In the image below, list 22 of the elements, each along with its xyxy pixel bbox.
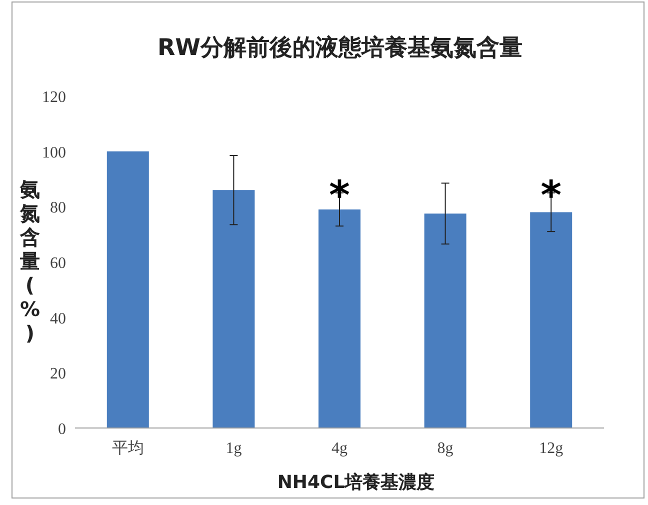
annotation: * — [329, 172, 350, 219]
bar — [318, 209, 360, 428]
x-axis-title: NH4CL培養基濃度 — [277, 472, 435, 493]
y-tick-label: 100 — [42, 144, 66, 162]
y-tick-label: 0 — [58, 421, 66, 438]
annotation: * — [540, 172, 562, 219]
bar — [424, 214, 466, 428]
y-axis-title: 氨氮含量(%) — [19, 177, 40, 345]
chart-title: RW分解前後的液態培養基氨氮含量 — [157, 34, 523, 61]
y-tick-label: 60 — [50, 255, 66, 272]
x-tick-label: 12g — [539, 440, 564, 457]
x-tick-label: 8g — [437, 440, 454, 457]
bar — [530, 212, 572, 428]
y-tick-label: 20 — [50, 366, 66, 383]
y-tick-label: 40 — [50, 310, 66, 328]
bar — [106, 151, 149, 428]
x-tick-label: 平均 — [112, 440, 144, 457]
x-tick-label: 4g — [332, 440, 348, 457]
y-tick-label: 120 — [42, 89, 66, 106]
x-tick-label: 1g — [226, 440, 242, 457]
y-tick-label: 80 — [50, 200, 66, 217]
bar — [212, 190, 255, 428]
